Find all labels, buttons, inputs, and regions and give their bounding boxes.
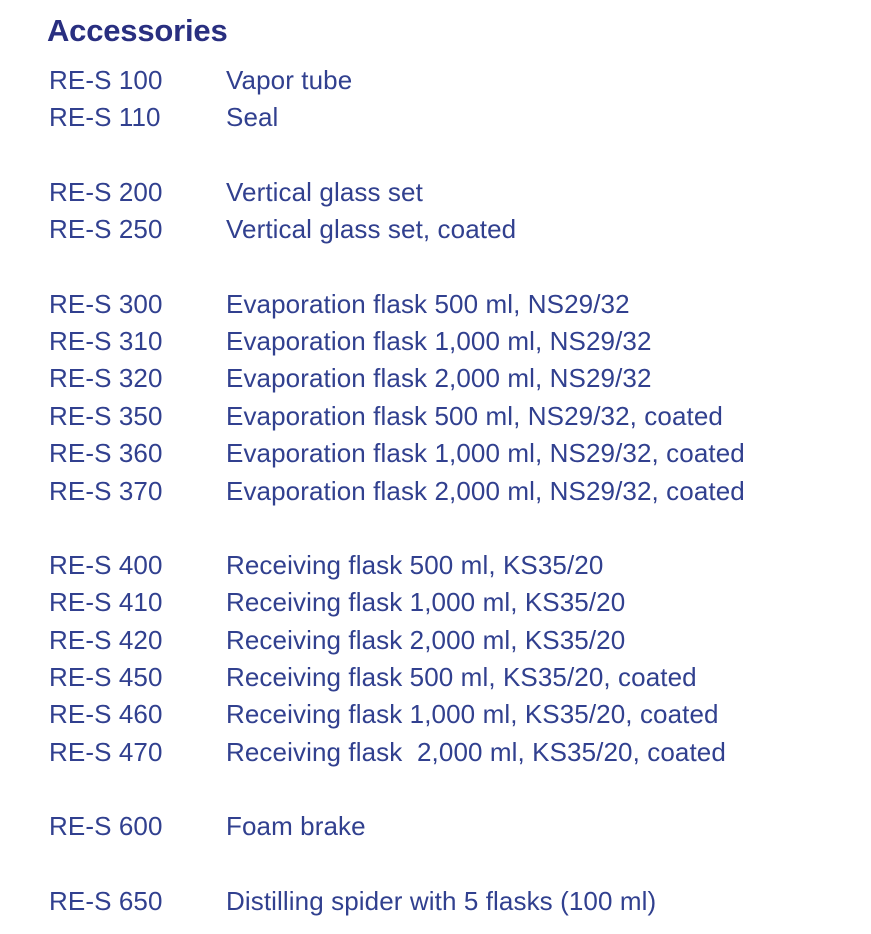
accessory-code: RE-S 110	[49, 102, 161, 133]
page-title: Accessories	[47, 13, 228, 48]
accessory-code: RE-S 420	[49, 624, 163, 655]
accessory-row: RE-S 200 Vertical glass set	[0, 174, 871, 211]
accessory-row: RE-S 360 Evaporation flask 1,000 ml, NS29…	[0, 435, 871, 472]
accessory-code: RE-S 200	[49, 176, 163, 207]
accessory-description: Vertical glass set	[226, 176, 423, 207]
accessory-code: RE-S 470	[49, 736, 163, 767]
accessory-code: RE-S 460	[49, 699, 163, 730]
accessory-description: Evaporation flask 500 ml, NS29/32, coate…	[226, 400, 723, 431]
accessory-group-foam-brake: RE-S 600 Foam brake	[0, 808, 871, 845]
accessory-description: Receiving flask 500 ml, KS35/20, coated	[226, 662, 697, 693]
accessory-row: RE-S 470 Receiving flask 2,000 ml, KS35/2…	[0, 734, 871, 771]
accessory-code: RE-S 350	[49, 400, 163, 431]
accessory-group-evaporation-flasks: RE-S 300 Evaporation flask 500 ml, NS29/3…	[0, 286, 871, 510]
accessory-description: Vertical glass set, coated	[226, 214, 517, 245]
accessory-code: RE-S 410	[49, 587, 163, 618]
accessory-code: RE-S 300	[49, 288, 163, 319]
accessory-row: RE-S 370 Evaporation flask 2,000 ml, NS29…	[0, 473, 871, 510]
accessory-code: RE-S 320	[49, 363, 163, 394]
accessory-row: RE-S 450 Receiving flask 500 ml, KS35/20,…	[0, 659, 871, 696]
accessory-description: Vapor tube	[226, 65, 353, 95]
accessory-description: Receiving flask 1,000 ml, KS35/20	[226, 587, 626, 618]
accessory-description: Distilling spider with 5 flasks (100 ml)	[226, 885, 657, 916]
accessory-row: RE-S 310 Evaporation flask 1,000 ml, NS29…	[0, 323, 871, 360]
accessory-row: RE-S 420 Receiving flask 2,000 ml, KS35/2…	[0, 622, 871, 659]
accessory-code: RE-S 310	[49, 325, 163, 356]
accessory-row: RE-S 410 Receiving flask 1,000 ml, KS35/2…	[0, 584, 871, 621]
accessory-group-vertical-glass-sets: RE-S 200 Vertical glass set RE-S 250 Vertic…	[0, 174, 871, 249]
accessory-row: RE-S 320 Evaporation flask 2,000 ml, NS29…	[0, 360, 871, 397]
accessory-description: Evaporation flask 1,000 ml, NS29/32, coa…	[226, 438, 745, 469]
accessory-description: Seal	[226, 102, 279, 133]
accessory-row: RE-S 400 Receiving flask 500 ml, KS35/20	[0, 547, 871, 584]
accessory-row: RE-S 250 Vertical glass set, coated	[0, 211, 871, 248]
accessory-description: Evaporation flask 2,000 ml, NS29/32	[226, 363, 652, 394]
accessory-row: RE-S 100 Vapor tube	[0, 62, 871, 99]
accessory-code: RE-S 360	[49, 438, 163, 469]
accessory-row: RE-S 460 Receiving flask 1,000 ml, KS35/2…	[0, 696, 871, 733]
accessory-code: RE-S 400	[49, 549, 163, 580]
accessory-description: Receiving flask 2,000 ml, KS35/20	[226, 624, 626, 655]
accessories-list: RE-S 100 Vapor tube RE-S 110 Seal RE-S 200 Ve…	[0, 62, 871, 920]
accessory-code: RE-S 100	[49, 65, 163, 95]
accessory-row: RE-S 600 Foam brake	[0, 808, 871, 845]
accessory-row: RE-S 110 Seal	[0, 99, 871, 136]
accessory-group-receiving-flasks: RE-S 400 Receiving flask 500 ml, KS35/20 R…	[0, 547, 871, 771]
accessory-description: Receiving flask 1,000 ml, KS35/20, coate…	[226, 699, 719, 730]
accessory-description: Evaporation flask 2,000 ml, NS29/32, coa…	[226, 475, 745, 506]
accessory-code: RE-S 450	[49, 662, 163, 693]
accessory-group-distilling-spider: RE-S 650 Distilling spider with 5 flasks …	[0, 883, 871, 920]
accessory-code: RE-S 370	[49, 475, 163, 506]
accessory-group-vapor-tube-and-seal: RE-S 100 Vapor tube RE-S 110 Seal	[0, 62, 871, 137]
accessory-code: RE-S 650	[49, 885, 163, 916]
accessory-description: Foam brake	[226, 811, 366, 842]
accessory-description: Receiving flask 500 ml, KS35/20	[226, 549, 604, 580]
accessory-code: RE-S 600	[49, 811, 163, 842]
accessory-description: Evaporation flask 1,000 ml, NS29/32	[226, 325, 652, 356]
accessory-row: RE-S 300 Evaporation flask 500 ml, NS29/3…	[0, 286, 871, 323]
accessory-row: RE-S 350 Evaporation flask 500 ml, NS29/3…	[0, 398, 871, 435]
accessory-row: RE-S 650 Distilling spider with 5 flasks …	[0, 883, 871, 920]
accessory-code: RE-S 250	[49, 214, 163, 245]
accessory-description: Evaporation flask 500 ml, NS29/32	[226, 288, 630, 319]
accessory-description: Receiving flask 2,000 ml, KS35/20, coate…	[226, 736, 726, 767]
